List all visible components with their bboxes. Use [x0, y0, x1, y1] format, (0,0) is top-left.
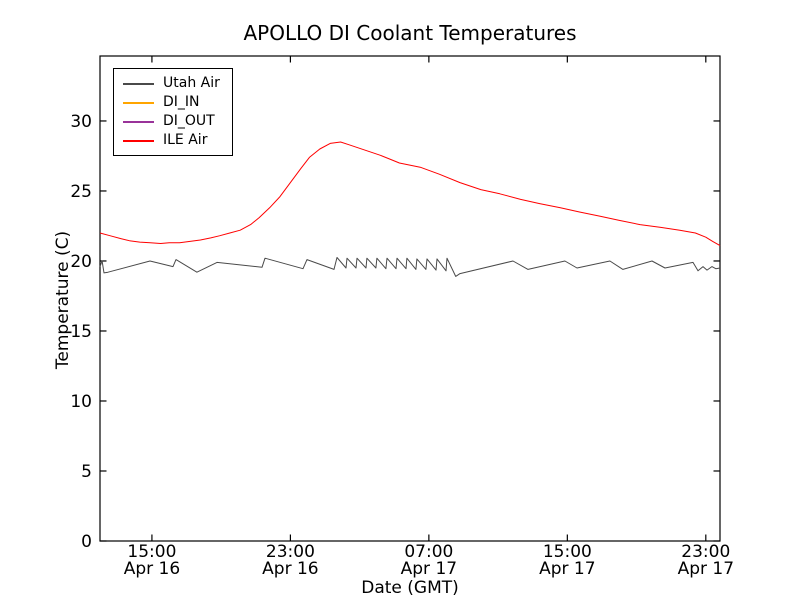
legend-entry-di-in: DI_IN [123, 93, 220, 112]
x-tick-label-date: Apr 17 [539, 559, 595, 579]
chart-title: APOLLO DI Coolant Temperatures [243, 21, 577, 45]
legend-line-sample [123, 82, 154, 85]
x-tick-label-time: 23:00 [681, 542, 730, 562]
legend-box: Utah Air DI_IN DI_OUT ILE Air [113, 68, 233, 156]
y-tick-label: 20 [70, 252, 92, 272]
x-tick-label-time: 15:00 [127, 542, 176, 562]
x-axis-label: Date (GMT) [361, 578, 459, 598]
series-line-ile-air [99, 141, 721, 247]
y-tick-label: 5 [81, 462, 92, 482]
legend-label: DI_OUT [163, 113, 215, 129]
y-tick-label: 0 [81, 532, 92, 552]
x-tick-label-time: 07:00 [404, 542, 453, 562]
x-tick-label-time: 23:00 [266, 542, 315, 562]
x-tick-label-date: Apr 16 [124, 559, 180, 579]
legend-label: Utah Air [163, 75, 220, 91]
legend-line-sample [123, 120, 154, 123]
legend-entry-ile-air: ILE Air [123, 131, 220, 150]
y-tick-label: 15 [70, 322, 92, 342]
series-line-utah-air [99, 257, 721, 277]
x-tick-label-date: Apr 16 [262, 559, 318, 579]
legend-entry-di-out: DI_OUT [123, 112, 220, 131]
legend-line-sample [123, 139, 154, 142]
x-tick-label-date: Apr 17 [678, 559, 734, 579]
legend-label: DI_IN [163, 94, 200, 110]
y-tick-label: 10 [70, 392, 92, 412]
y-tick-label: 25 [70, 182, 92, 202]
x-tick-label-date: Apr 17 [401, 559, 457, 579]
plot-border [99, 55, 721, 542]
y-tick-label: 30 [70, 112, 92, 132]
x-tick-label-time: 15:00 [543, 542, 592, 562]
legend-label: ILE Air [163, 132, 208, 148]
legend-line-sample [123, 101, 154, 104]
legend-entry-utah-air: Utah Air [123, 74, 220, 93]
